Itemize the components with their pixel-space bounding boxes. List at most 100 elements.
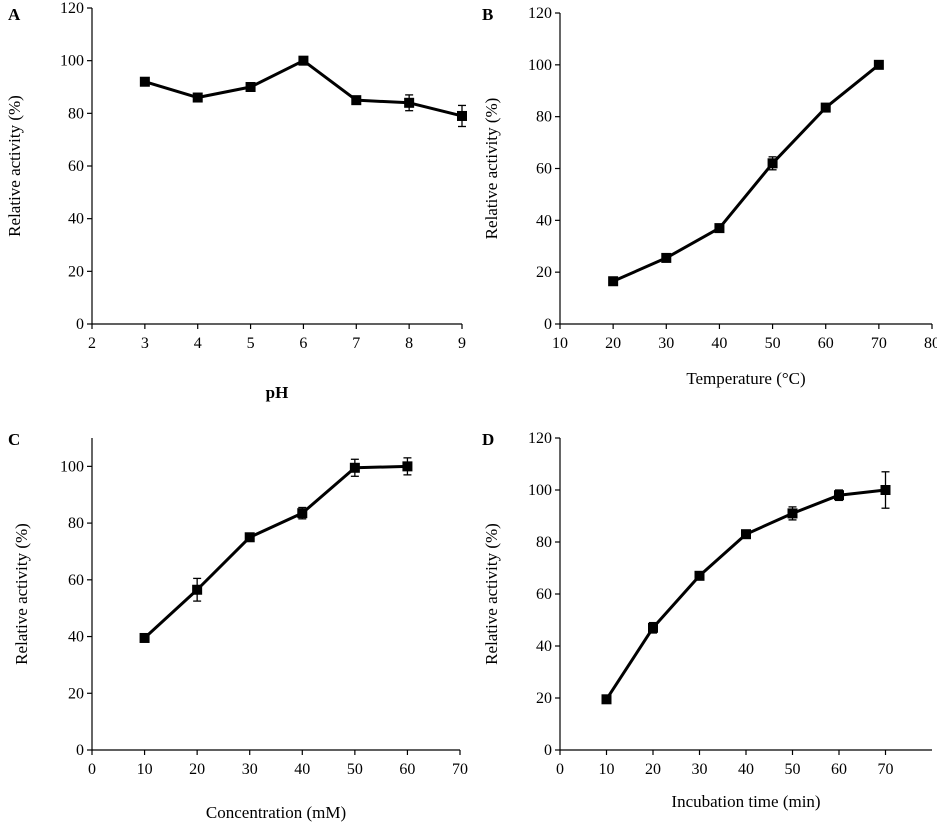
data-point <box>661 252 672 263</box>
y-tick-label: 0 <box>544 742 552 759</box>
y-axis-title: Relative activity (%) <box>12 523 31 665</box>
x-tick-label: 40 <box>294 761 310 778</box>
data-point <box>741 529 751 540</box>
y-tick-label: 60 <box>536 161 552 178</box>
data-point <box>245 82 256 92</box>
x-tick-label: 70 <box>878 761 894 778</box>
x-tick-label: 30 <box>692 761 708 778</box>
y-tick-label: 80 <box>536 109 552 126</box>
x-tick-label: 0 <box>556 761 564 778</box>
series-line <box>143 464 408 640</box>
y-tick-label: 0 <box>544 316 552 333</box>
data-point <box>192 584 203 595</box>
series-line <box>144 59 463 118</box>
data-point <box>873 59 884 70</box>
y-tick-label: 80 <box>68 105 84 122</box>
panel-label: B <box>482 5 493 24</box>
y-tick-label: 40 <box>68 211 84 228</box>
panel-b: 0 20 40 60 80 100 120 10 20 30 40 50 60 70 80 B Relative… <box>482 5 937 388</box>
y-tick-label: 60 <box>68 158 84 175</box>
data-point <box>297 508 308 519</box>
data-point <box>244 532 255 543</box>
data-point <box>767 158 778 169</box>
x-tick-label: 70 <box>871 335 887 352</box>
series-line <box>605 488 886 701</box>
x-tick-label: 3 <box>141 335 149 352</box>
y-tick-label: 100 <box>528 57 552 74</box>
x-axis-title: Concentration (mM) <box>206 803 346 822</box>
data-point <box>192 92 203 103</box>
panel-a: 0 20 40 60 80 100 120 2 3 4 5 6 7 8 9 A Relative activit… <box>5 0 467 402</box>
x-tick-label: 20 <box>189 761 205 778</box>
data-point <box>820 102 831 113</box>
data-point <box>139 632 150 643</box>
data-point <box>694 570 705 581</box>
y-tick-label: 20 <box>536 690 552 707</box>
data-point <box>714 223 725 234</box>
panel-label: D <box>482 430 494 449</box>
data-point <box>349 462 360 473</box>
data-point <box>404 97 415 108</box>
x-tick-label: 80 <box>924 335 937 352</box>
data-point <box>457 110 467 121</box>
x-tick-label: 60 <box>831 761 847 778</box>
data-point <box>834 490 844 501</box>
panel-d: 0 20 40 60 80 100 120 0 10 20 30 40 50 60 70 D Relative … <box>482 430 932 811</box>
x-tick-label: 50 <box>347 761 363 778</box>
y-tick-label: 100 <box>60 458 84 475</box>
x-tick-label: 4 <box>194 335 202 352</box>
x-tick-label: 30 <box>242 761 258 778</box>
x-tick-label: 5 <box>247 335 255 352</box>
x-tick-label: 10 <box>137 761 153 778</box>
x-tick-label: 9 <box>458 335 466 352</box>
x-tick-label: 10 <box>552 335 568 352</box>
panel-label: A <box>8 5 21 24</box>
data-point <box>787 508 798 519</box>
x-tick-label: 7 <box>352 335 360 352</box>
y-tick-label: 40 <box>536 212 552 229</box>
x-tick-label: 20 <box>645 761 661 778</box>
x-tick-label: 70 <box>452 761 468 778</box>
y-tick-label: 0 <box>76 316 84 333</box>
x-tick-label: 0 <box>88 761 96 778</box>
x-tick-label: 20 <box>605 335 621 352</box>
y-tick-label: 120 <box>528 5 552 22</box>
x-tick-label: 2 <box>88 335 96 352</box>
y-tick-label: 100 <box>528 482 552 499</box>
data-point <box>601 694 612 705</box>
y-tick-label: 0 <box>76 742 84 759</box>
x-tick-label: 40 <box>738 761 754 778</box>
data-point <box>298 55 309 66</box>
data-point <box>139 76 150 87</box>
y-tick-label: 60 <box>68 572 84 589</box>
y-axis-title: Relative activity (%) <box>5 95 24 237</box>
x-tick-label: 30 <box>658 335 674 352</box>
y-axis-title: Relative activity (%) <box>482 523 501 665</box>
x-axis-title: Incubation time (min) <box>671 792 820 811</box>
y-tick-label: 120 <box>528 430 552 447</box>
x-tick-label: 8 <box>405 335 413 352</box>
x-axis-title: pH <box>266 383 289 402</box>
data-point <box>880 485 891 495</box>
y-tick-label: 80 <box>536 534 552 551</box>
data-point <box>402 461 413 472</box>
y-tick-label: 20 <box>536 264 552 281</box>
y-tick-label: 100 <box>60 53 84 70</box>
data-point <box>351 95 362 106</box>
panel-label: C <box>8 430 20 449</box>
y-tick-label: 40 <box>68 629 84 646</box>
x-tick-label: 10 <box>599 761 615 778</box>
x-tick-label: 6 <box>299 335 307 352</box>
x-tick-label: 60 <box>818 335 834 352</box>
y-tick-label: 120 <box>60 0 84 17</box>
data-point <box>648 622 658 633</box>
data-point <box>608 276 619 287</box>
y-tick-label: 20 <box>68 263 84 280</box>
y-tick-label: 80 <box>68 515 84 532</box>
series-line <box>612 63 880 283</box>
y-tick-label: 40 <box>536 638 552 655</box>
x-tick-label: 60 <box>399 761 415 778</box>
y-tick-label: 20 <box>68 685 84 702</box>
x-axis-title: Temperature (°C) <box>686 369 805 388</box>
